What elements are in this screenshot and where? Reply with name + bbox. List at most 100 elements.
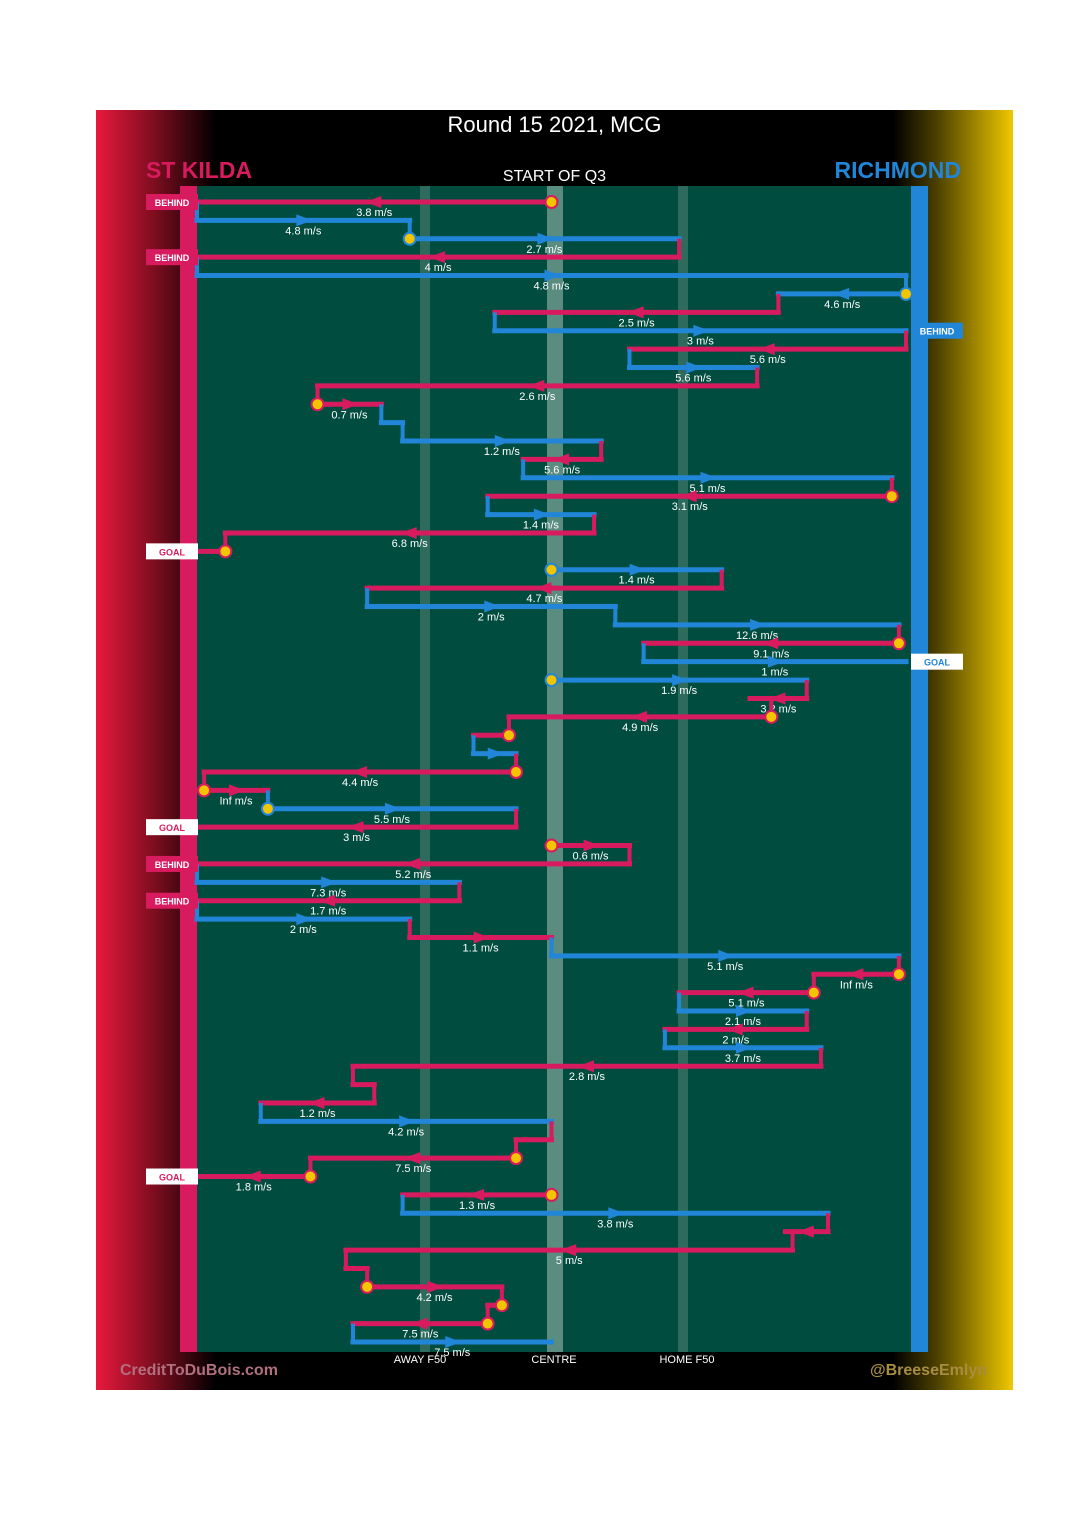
direction-arrow bbox=[629, 563, 646, 576]
credit-left: CreditToDuBois.com bbox=[120, 1362, 278, 1379]
direction-arrow bbox=[535, 582, 552, 595]
possession-start-marker bbox=[260, 801, 275, 816]
speed-label: 2 m/s bbox=[290, 924, 317, 936]
direction-arrow bbox=[847, 968, 864, 981]
tick-away-f50: AWAY F50 bbox=[393, 1354, 447, 1366]
chart-subtitle: START OF Q3 bbox=[502, 168, 607, 185]
speed-label: 1.3 m/s bbox=[459, 1200, 496, 1212]
direction-arrow bbox=[735, 1041, 752, 1054]
direction-arrow bbox=[797, 1225, 814, 1238]
speed-label: 12.6 m/s bbox=[736, 630, 779, 642]
speed-label: 2.1 m/s bbox=[725, 1016, 762, 1028]
speed-label: 0.6 m/s bbox=[572, 851, 609, 863]
speed-label: 3.7 m/s bbox=[725, 1053, 762, 1065]
speed-label: 4.2 m/s bbox=[416, 1292, 453, 1304]
speed-label: 7.5 m/s bbox=[434, 1347, 471, 1359]
outcome-label: BEHIND bbox=[155, 860, 190, 870]
direction-arrow bbox=[445, 1336, 462, 1348]
speed-label: 1.7 m/s bbox=[310, 906, 347, 918]
direction-arrow bbox=[672, 674, 689, 687]
speed-label: 4.6 m/s bbox=[824, 299, 861, 311]
possession-start-marker bbox=[303, 1169, 318, 1184]
direction-arrow bbox=[484, 600, 501, 613]
direction-arrow bbox=[750, 618, 767, 631]
direction-arrow bbox=[735, 1005, 752, 1018]
speed-label: 5.1 m/s bbox=[689, 483, 726, 495]
possession-start-marker bbox=[884, 489, 899, 504]
direction-arrow bbox=[384, 802, 401, 815]
speed-label: 5.5 m/s bbox=[374, 814, 411, 826]
direction-arrow bbox=[342, 398, 359, 411]
speed-label: 7.3 m/s bbox=[310, 887, 347, 899]
speed-label: 1.4 m/s bbox=[523, 520, 560, 532]
possession-start-marker bbox=[891, 636, 906, 651]
direction-arrow bbox=[228, 784, 245, 797]
outcome-label: GOAL bbox=[924, 658, 951, 668]
direction-arrow bbox=[351, 766, 368, 778]
outcome-label: GOAL bbox=[159, 1173, 186, 1183]
speed-label: 1.2 m/s bbox=[299, 1108, 336, 1120]
speed-label: 4.8 m/s bbox=[533, 281, 570, 293]
direction-arrow bbox=[631, 710, 648, 723]
away-f50-band bbox=[420, 186, 430, 1352]
direction-arrow bbox=[627, 306, 644, 319]
speed-label: 5.1 m/s bbox=[728, 998, 765, 1010]
direction-arrow bbox=[533, 508, 550, 521]
direction-arrow bbox=[767, 655, 784, 668]
direction-arrow bbox=[686, 361, 703, 374]
outcome-label: BEHIND bbox=[155, 198, 190, 208]
possession-start-marker bbox=[480, 1316, 495, 1331]
direction-arrow bbox=[737, 986, 754, 999]
speed-label: 5 m/s bbox=[556, 1255, 583, 1267]
direction-arrow bbox=[769, 692, 786, 705]
outcome-badge bbox=[146, 543, 198, 560]
direction-arrow bbox=[494, 435, 511, 448]
outcome-badge bbox=[146, 892, 198, 909]
possession-start-marker bbox=[899, 286, 913, 301]
outcome-badge bbox=[146, 819, 198, 836]
possession-chain-chart: 3.8 m/s 4.8 m/s 2.7 m/s 4 m/s 4.8 m/s 4.6 m/s… bbox=[146, 186, 963, 1359]
direction-arrow bbox=[400, 526, 417, 539]
direction-arrow bbox=[321, 876, 338, 889]
possession-start-marker bbox=[544, 838, 559, 853]
direction-arrow bbox=[308, 1096, 325, 1109]
direction-arrow bbox=[758, 343, 775, 356]
direction-arrow bbox=[718, 949, 735, 962]
outcome-badge bbox=[146, 855, 198, 872]
direction-arrow bbox=[404, 1152, 421, 1165]
outcome-badge bbox=[911, 322, 963, 339]
direction-arrow bbox=[468, 1188, 485, 1201]
direction-arrow bbox=[544, 269, 561, 282]
direction-arrow bbox=[365, 196, 382, 208]
possession-start-marker bbox=[544, 673, 559, 688]
outcome-label: BEHIND bbox=[920, 327, 955, 337]
speed-label: 4.4 m/s bbox=[342, 777, 379, 789]
possession-start-marker bbox=[310, 397, 325, 412]
direction-arrow bbox=[680, 490, 697, 503]
speed-label: 2.7 m/s bbox=[526, 244, 563, 256]
outcome-badge bbox=[146, 249, 198, 266]
speed-label: 3 m/s bbox=[687, 336, 714, 348]
speed-label: 1.2 m/s bbox=[484, 446, 521, 458]
speed-label: Inf m/s bbox=[840, 979, 874, 991]
direction-arrow bbox=[427, 1280, 444, 1293]
speed-label: 2 m/s bbox=[722, 1034, 749, 1046]
direction-arrow bbox=[399, 1115, 416, 1128]
speed-label: 7.5 m/s bbox=[395, 1163, 432, 1175]
speed-label: 0.7 m/s bbox=[331, 409, 368, 421]
speed-label: 9.1 m/s bbox=[753, 648, 790, 660]
direction-arrow bbox=[244, 1170, 261, 1183]
direction-arrow bbox=[404, 857, 421, 870]
possession-start-marker bbox=[501, 728, 516, 743]
speed-label: 1.1 m/s bbox=[463, 942, 500, 954]
home-team-label: ST KILDA bbox=[146, 157, 253, 183]
speed-label: 4 m/s bbox=[425, 262, 452, 274]
away-team-label: RICHMOND bbox=[834, 157, 962, 183]
speed-label: Inf m/s bbox=[219, 795, 253, 807]
direction-arrow bbox=[608, 1207, 625, 1220]
speed-label: 5.1 m/s bbox=[707, 961, 744, 973]
speed-label: 1.4 m/s bbox=[619, 575, 656, 587]
direction-arrow bbox=[296, 214, 313, 227]
possession-start-marker bbox=[891, 967, 906, 982]
speed-label: 2.5 m/s bbox=[619, 317, 656, 329]
